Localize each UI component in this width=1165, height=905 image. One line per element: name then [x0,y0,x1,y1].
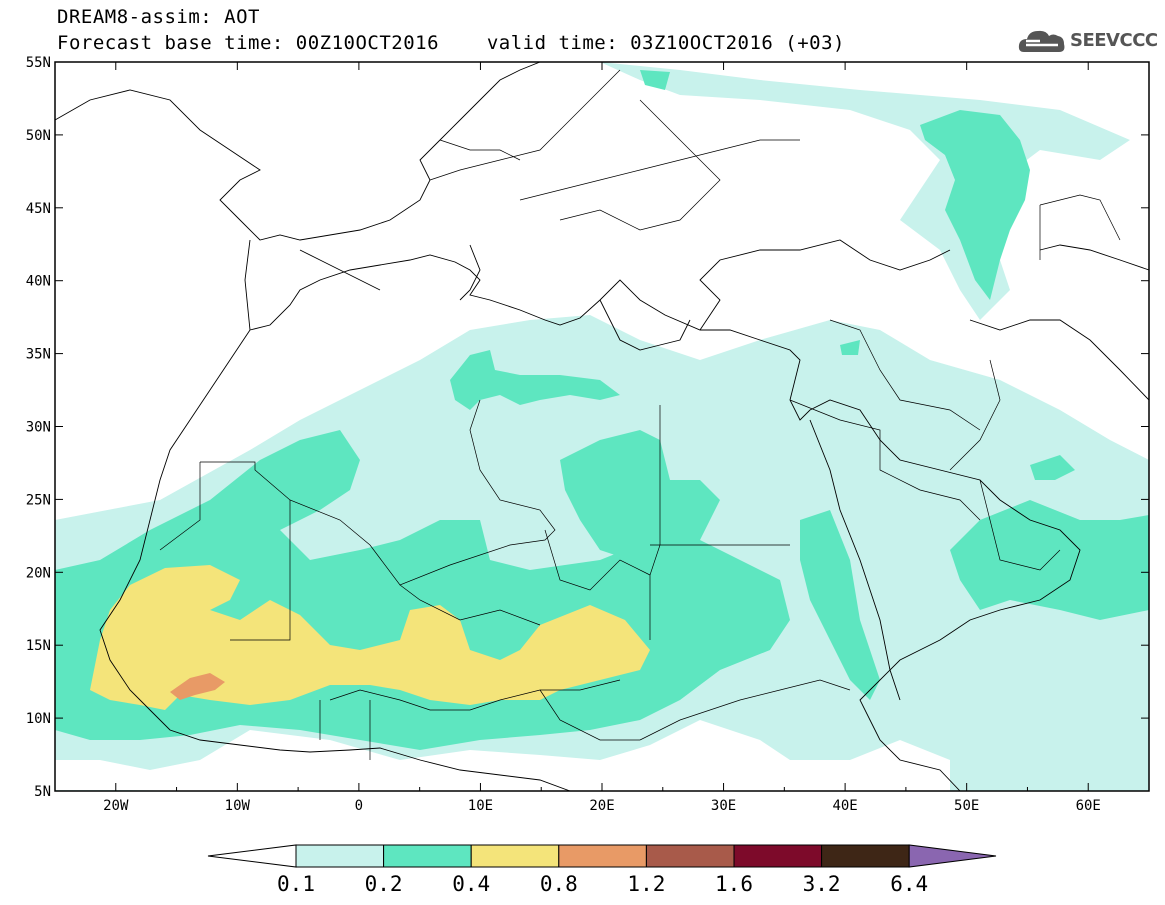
lat-tick-label: 10N [26,711,51,727]
seevccc-logo: SEEVCCC [1018,26,1158,58]
lat-tick-label: 30N [26,420,51,436]
lon-tick-label: 20W [103,798,129,814]
colorbar-swatch [821,844,910,868]
lon-tick-label: 0 [355,798,363,814]
colorbar-label: 0.1 [277,872,315,896]
colorbar: 0.1 0.2 0.4 0.8 1.2 1.6 3.2 6.4 [207,844,997,896]
colorbar-swatch [383,844,472,868]
lat-tick-label: 35N [26,347,51,363]
lon-tick-label: 20E [589,798,614,814]
colorbar-label: 1.6 [715,872,753,896]
colorbar-swatch [295,844,385,868]
lat-tick-label: 45N [26,201,51,217]
lon-tick-label: 10E [468,798,493,814]
colorbar-label: 0.2 [365,872,403,896]
cloud-icon [1018,30,1065,52]
lat-tick-label: 25N [26,492,51,508]
country-borders [159,69,1121,760]
lat-tick-label: 20N [26,565,51,581]
colorbar-swatch [645,844,735,868]
lat-tick-label: 55N [26,55,51,71]
lat-tick-label: 15N [26,638,51,654]
aot-band-0.4 [90,565,650,710]
lat-tick-label: 50N [26,128,51,144]
coastlines [55,62,1149,791]
lon-tick-label: 40E [832,798,857,814]
colorbar-over-triangle [908,844,997,868]
aot-contours [55,62,1149,791]
lon-tick-label: 10W [225,798,251,814]
colorbar-swatch [558,844,647,868]
map-title: DREAM8-assim: AOT [57,6,260,28]
lon-tick-label: 50E [954,798,979,814]
lon-tick-label: 30E [711,798,736,814]
colorbar-swatch [733,844,823,868]
colorbar-label: 0.8 [540,872,578,896]
colorbar-swatch [470,844,560,868]
lat-tick-label: 40N [26,274,51,290]
colorbar-label: 3.2 [803,872,841,896]
forecast-base-time: Forecast base time: 00Z10OCT2016 [57,32,440,54]
map-subtitle: Forecast base time: 00Z10OCT2016 valid t… [57,32,845,54]
colorbar-under-triangle [207,844,297,868]
lon-tick-label: 60E [1076,798,1101,814]
colorbar-label: 1.2 [627,872,665,896]
aot-band-0.8 [170,673,225,700]
axis-ticks: 55N 50N 45N 40N 35N 30N 25N 20N 15N 10N 5N 20W 10W 0 1… [26,55,1150,814]
colorbar-label: 6.4 [890,872,928,896]
valid-time: valid time: 03Z10OCT2016 (+03) [486,32,845,54]
lat-tick-label: 5N [34,784,51,800]
colorbar-label: 0.4 [452,872,490,896]
logo-text: SEEVCCC [1070,30,1158,51]
